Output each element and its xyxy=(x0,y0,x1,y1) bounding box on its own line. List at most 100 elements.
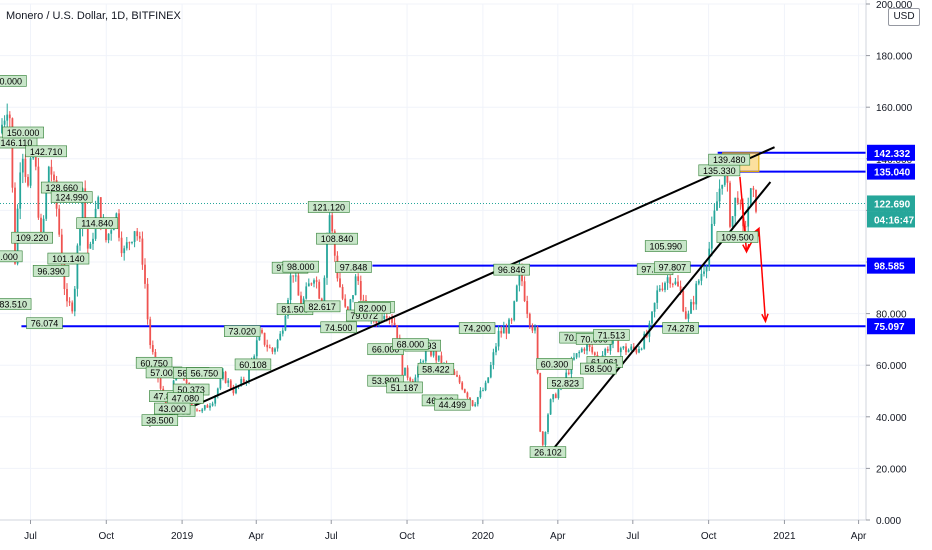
price-label-box xyxy=(417,362,455,375)
candle-body xyxy=(211,403,214,406)
candle-body xyxy=(716,201,718,211)
candle-body xyxy=(627,349,630,353)
candle-body xyxy=(359,281,362,300)
candle-body xyxy=(331,215,334,232)
candle-body xyxy=(8,114,11,119)
candle-body xyxy=(297,275,300,296)
candle-body xyxy=(128,242,131,244)
candle-body xyxy=(476,397,479,405)
price-label-box xyxy=(662,322,699,334)
candle-body xyxy=(409,377,412,381)
candle-body xyxy=(435,351,438,361)
x-tick-label: Apr xyxy=(550,531,566,542)
price-label-box xyxy=(580,362,617,375)
candle-body xyxy=(216,388,219,396)
candle-body xyxy=(401,348,404,376)
candle-body xyxy=(591,346,594,353)
candle-body xyxy=(463,389,466,393)
candle-body xyxy=(547,414,549,433)
candle-body xyxy=(487,377,490,383)
time-axis[interactable]: Jul Oct 2019 Apr Jul Oct 2020 Apr Jul Oct 2021 Apr xyxy=(24,520,867,542)
price-label-box xyxy=(316,232,358,245)
price-label-text: 81.500 xyxy=(281,305,309,315)
candle-body xyxy=(635,349,638,353)
candle-body xyxy=(92,238,94,244)
candle-body xyxy=(422,361,425,363)
arrow-head xyxy=(761,313,769,324)
price-label-box xyxy=(367,374,404,387)
level-badge-text: 135.040 xyxy=(874,168,911,179)
candle-body xyxy=(687,313,690,319)
candle-body xyxy=(24,158,27,177)
candle-body xyxy=(362,299,365,301)
y-tick-label: 40.000 xyxy=(876,413,907,424)
candle-body xyxy=(684,311,687,319)
candle-body xyxy=(45,189,48,219)
candle-body xyxy=(229,380,232,389)
candle-body xyxy=(575,353,578,358)
candle-body xyxy=(242,379,245,383)
candle-body xyxy=(609,343,612,351)
price-label-text: 135.330 xyxy=(703,166,736,176)
price-label-text: 60.300 xyxy=(541,359,569,369)
price-label-box xyxy=(76,217,119,230)
price-axis-badges: 142.332 135.040 98.585 75.097 122.690 04:16:4… xyxy=(867,144,915,335)
price-label-text: 74.500 xyxy=(325,323,353,333)
y-tick-label: 180.000 xyxy=(876,52,913,63)
candle-body xyxy=(274,348,276,352)
candle-body xyxy=(474,404,477,406)
y-tick-label: 80.000 xyxy=(876,310,907,321)
price-label-box xyxy=(354,302,391,314)
price-label-text: 26.102 xyxy=(534,448,562,458)
price-label-box xyxy=(536,358,573,370)
price-label-text: 38.500 xyxy=(146,416,174,426)
price-label-text: 76.074 xyxy=(31,319,59,329)
price-label-box xyxy=(282,260,319,273)
candle-body xyxy=(19,172,22,209)
price-label-text: 105.990 xyxy=(650,242,683,252)
candle-body xyxy=(253,356,256,360)
candle-body xyxy=(692,301,695,305)
candle-body xyxy=(68,301,71,303)
candle-body xyxy=(214,395,217,404)
candle-body xyxy=(53,174,55,181)
candle-body xyxy=(276,340,279,349)
candle-body xyxy=(146,283,149,320)
candle-body xyxy=(625,346,627,353)
candle-body xyxy=(497,330,500,347)
candle-body xyxy=(440,355,443,366)
candle-body xyxy=(406,367,409,378)
candle-body xyxy=(248,366,250,382)
currency-button[interactable]: USD xyxy=(888,8,920,26)
level-badge-text: 98.585 xyxy=(874,262,905,273)
candle-body xyxy=(588,343,591,347)
level-badge-box xyxy=(867,163,915,180)
x-tick-label: Oct xyxy=(399,531,415,542)
price-label-box xyxy=(186,367,223,379)
price-label-text: 101.140 xyxy=(52,254,85,264)
candle-body xyxy=(300,295,302,311)
candle-body xyxy=(739,202,742,204)
candle-body xyxy=(653,302,656,312)
price-label-text: 97.807 xyxy=(659,263,687,273)
candle-body xyxy=(461,382,464,390)
candle-body xyxy=(456,374,458,377)
candle-body xyxy=(752,188,755,190)
candle-body xyxy=(593,352,596,356)
x-tick-label: Oct xyxy=(99,531,115,542)
candle-body xyxy=(549,399,552,415)
candle-body xyxy=(697,280,700,284)
y-tick-label: 20.000 xyxy=(876,464,907,475)
price-label-box xyxy=(335,261,372,273)
candle-body xyxy=(669,277,672,284)
candle-body xyxy=(206,405,209,408)
countdown-badge: 04:16:47 xyxy=(867,211,915,228)
candle-body xyxy=(713,210,716,224)
level-badge-box xyxy=(867,257,915,274)
candle-body xyxy=(526,300,529,314)
price-label-box xyxy=(493,263,530,276)
chart-title: Monero / U.S. Dollar, 1D, BITFINEX xyxy=(6,10,181,22)
candle-body xyxy=(458,376,461,383)
candle-body xyxy=(118,213,120,238)
